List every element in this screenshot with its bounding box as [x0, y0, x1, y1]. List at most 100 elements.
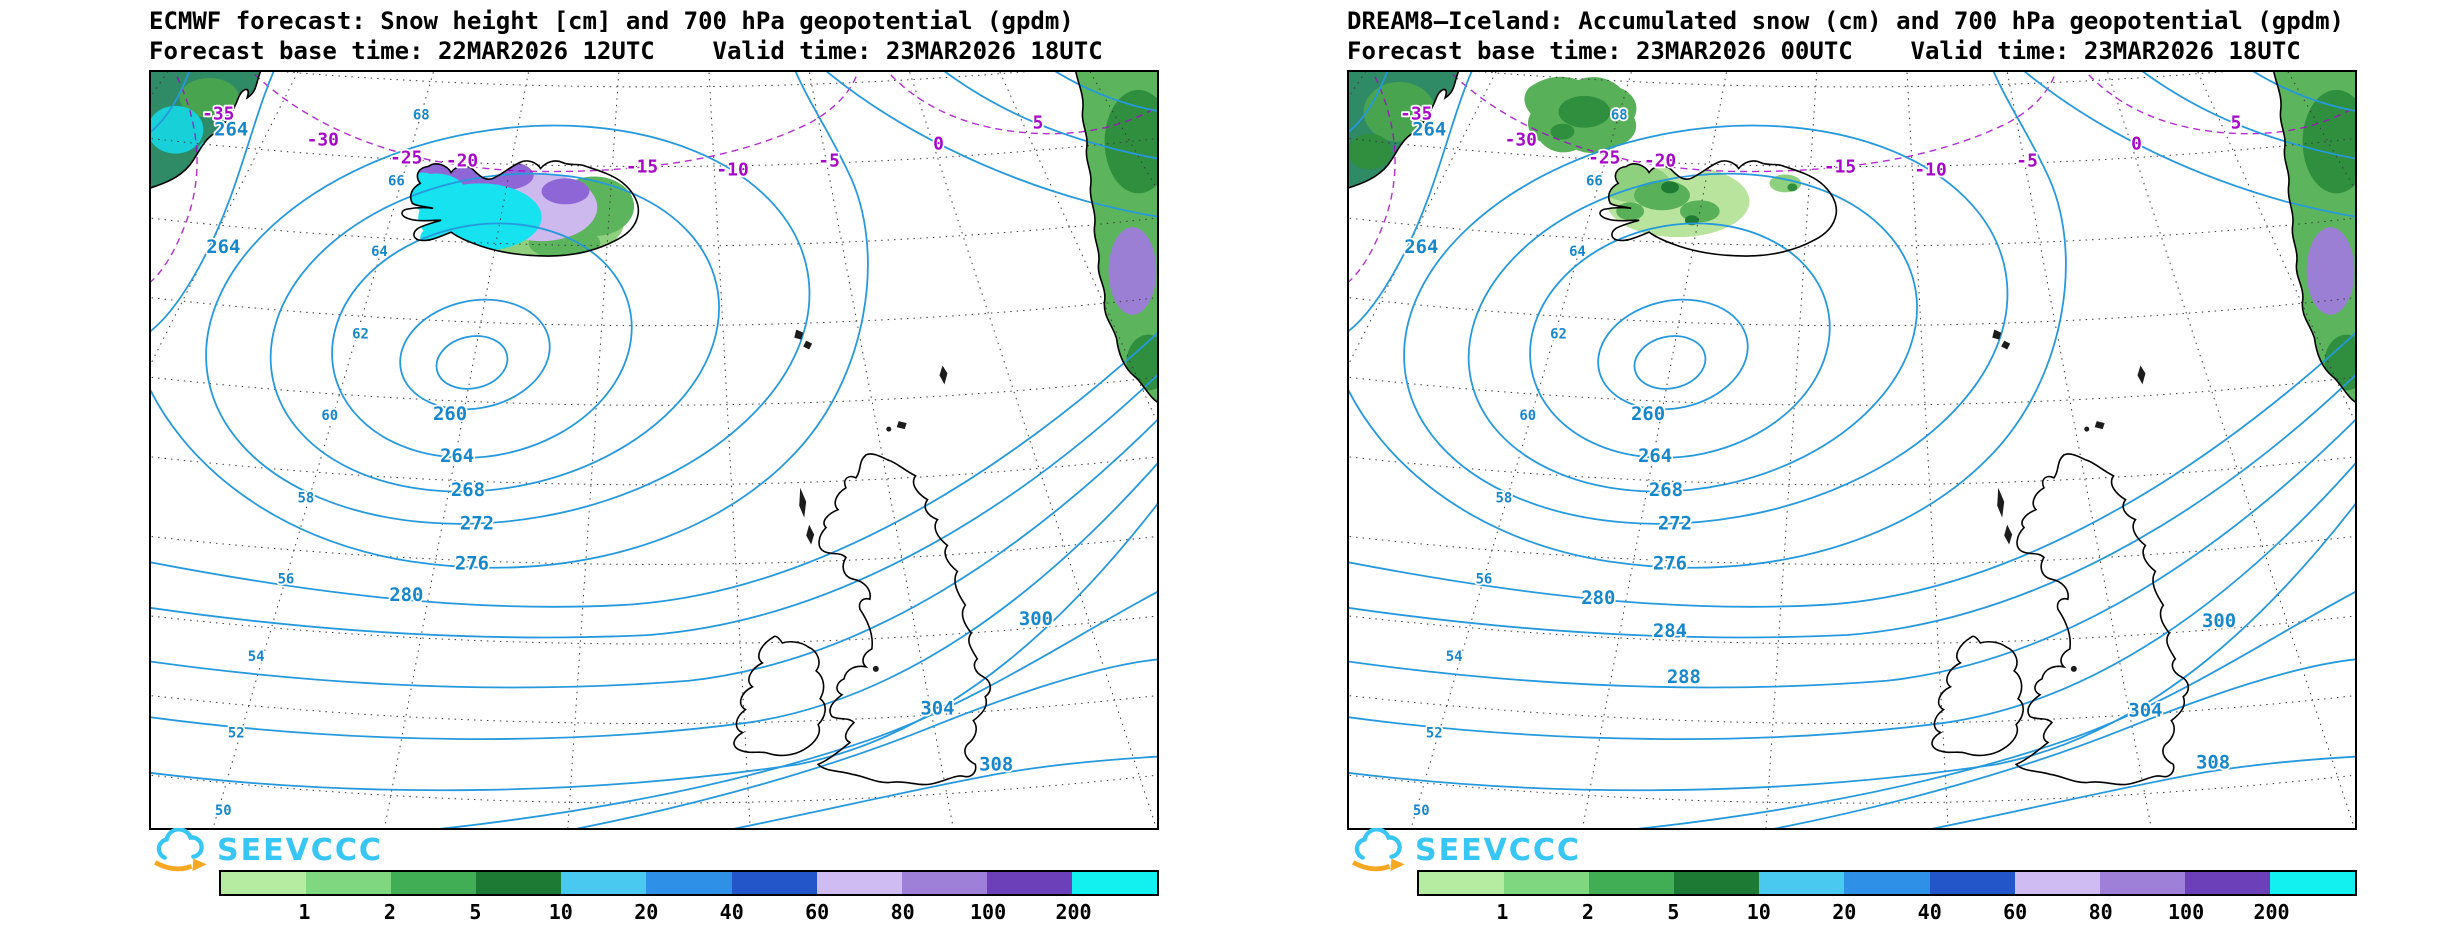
temp-label: 0 [933, 134, 944, 155]
colorbar-segment [731, 872, 817, 894]
colorbar-tick-label: 80 [890, 900, 915, 924]
colorbar-tick-label: 2 [383, 900, 396, 924]
lat-label: 58 [1495, 491, 1512, 507]
colorbar-tick-label: 10 [1746, 900, 1771, 924]
snow-color-scale: 1 2 5 10 20 40 60 80 100 200 [219, 870, 1159, 924]
norway-snow-shading [1104, 89, 1157, 391]
lat-label: 58 [297, 491, 314, 507]
colorbar-segment [646, 872, 732, 894]
temp-label: -25 [1588, 148, 1620, 169]
lat-label: 64 [371, 244, 388, 260]
sea-background [1349, 72, 2355, 828]
colorbar-tick-label: 10 [548, 900, 573, 924]
panel-title: ECMWF forecast: Snow height [cm] and 700… [149, 7, 1074, 35]
contour-label: 264 [214, 119, 248, 141]
lat-label: 60 [1519, 408, 1536, 424]
colorbar-segment [1504, 872, 1590, 894]
temp-label: -5 [2016, 151, 2038, 172]
lat-label: 62 [352, 327, 369, 343]
contour-label: 308 [2196, 751, 2230, 773]
lat-label: 68 [1611, 108, 1628, 124]
temp-label: -20 [1644, 151, 1676, 172]
temp-label: 5 [2231, 113, 2242, 134]
contour-label: 264 [1638, 445, 1672, 467]
contour-label: 280 [1581, 587, 1615, 609]
panel-subtitle: Forecast base time: 23MAR2026 00UTC Vali… [1347, 37, 2301, 65]
seevccc-logo: SEEVCCC [1347, 828, 1581, 872]
colorbar-segment [1419, 872, 1505, 894]
contour-label: 300 [1019, 608, 1053, 630]
colorbar-tick-label: 20 [1832, 900, 1857, 924]
temp-label: 5 [1033, 113, 1044, 134]
map-frame: 264 264 260 264 268 272 276 280 300 304 308 -35 -30 -… [149, 70, 1159, 830]
temp-label: -20 [446, 151, 478, 172]
panel-title: DREAM8—Iceland: Accumulated snow (cm) an… [1347, 7, 2344, 35]
colorbar-tick-label: 2 [1581, 900, 1594, 924]
contour-label: 288 [1667, 666, 1701, 688]
contour-label: 264 [1404, 236, 1438, 258]
colorbar-segment [1674, 872, 1760, 894]
contour-label: 300 [2202, 610, 2236, 632]
colorbar-segment [2269, 872, 2356, 894]
colorbar-tick-label: 60 [2003, 900, 2028, 924]
lat-label: 54 [1446, 649, 1463, 665]
temp-label: -15 [1824, 156, 1856, 177]
colorbar-tick-label: 80 [2088, 900, 2113, 924]
panel-footer: SEEVCCC 1 2 5 10 20 40 60 80 100 200 [149, 826, 1159, 925]
contour-label: 276 [455, 552, 489, 574]
colorbar-segment [1589, 872, 1675, 894]
temp-label: -15 [626, 156, 658, 177]
panel-subtitle: Forecast base time: 22MAR2026 12UTC Vali… [149, 37, 1103, 65]
map-labels: 264 264 260 264 268 272 276 280 284 288 300 304 308 -… [1398, 102, 2243, 821]
color-scale-bar [219, 870, 1159, 896]
contour-label: 284 [1653, 620, 1687, 642]
colorbar-segment [391, 872, 477, 894]
colorbar-segment [221, 872, 307, 894]
colorbar-tick-label: 40 [719, 900, 744, 924]
lat-label: 54 [248, 649, 265, 665]
colorbar-segment [561, 872, 647, 894]
colorbar-tick-label: 100 [970, 900, 1007, 924]
colorbar-tick-label: 5 [469, 900, 482, 924]
seevccc-logo-text: SEEVCCC [217, 832, 383, 868]
color-scale-labels: 1 2 5 10 20 40 60 80 100 200 [219, 896, 1159, 924]
lat-label: 66 [1586, 173, 1603, 189]
seevccc-logo: SEEVCCC [149, 828, 383, 872]
contour-label: 272 [460, 513, 494, 535]
contour-label: 272 [1658, 513, 1692, 535]
norway-snow-shading [2302, 89, 2355, 391]
contour-label: 268 [451, 479, 485, 501]
temp-label: -10 [716, 159, 748, 180]
contour-label: 276 [1653, 552, 1687, 574]
colorbar-segment [2099, 872, 2185, 894]
colorbar-tick-label: 1 [298, 900, 311, 924]
colorbar-tick-label: 40 [1917, 900, 1942, 924]
lat-label: 50 [1413, 803, 1430, 819]
colorbar-tick-label: 200 [1055, 900, 1092, 924]
lat-label: 60 [321, 408, 338, 424]
forecast-panel-dream8: DREAM8—Iceland: Accumulated snow (cm) an… [1347, 0, 2357, 925]
panel-footer: SEEVCCC 1 2 5 10 20 40 60 80 100 200 [1347, 826, 2357, 925]
contour-label: 260 [433, 403, 467, 425]
colorbar-segment [816, 872, 902, 894]
contour-label: 260 [1631, 403, 1665, 425]
forecast-panel-ecmwf: ECMWF forecast: Snow height [cm] and 700… [149, 0, 1159, 925]
greenland-snow-shading [1349, 81, 1436, 170]
colorbar-segment [2014, 872, 2100, 894]
seevccc-cloud-icon [1351, 828, 1405, 872]
sea-background [151, 72, 1157, 828]
lat-label: 50 [215, 803, 232, 819]
contour-label: 264 [440, 445, 474, 467]
colorbar-segment [986, 872, 1072, 894]
lat-label: 64 [1569, 244, 1586, 260]
colorbar-segment [1071, 872, 1158, 894]
colorbar-segment [476, 872, 562, 894]
weather-map-ecmwf: 264 264 260 264 268 272 276 280 300 304 308 -35 -30 -… [151, 72, 1157, 828]
snow-shading-dream8 [1349, 76, 2355, 391]
contour-label: 308 [979, 753, 1013, 775]
map-labels: 264 264 260 264 268 272 276 280 300 304 308 -35 -30 -… [200, 102, 1054, 821]
seevccc-logo-text: SEEVCCC [1415, 832, 1581, 868]
lat-label: 66 [388, 173, 405, 189]
colorbar-tick-label: 5 [1667, 900, 1680, 924]
